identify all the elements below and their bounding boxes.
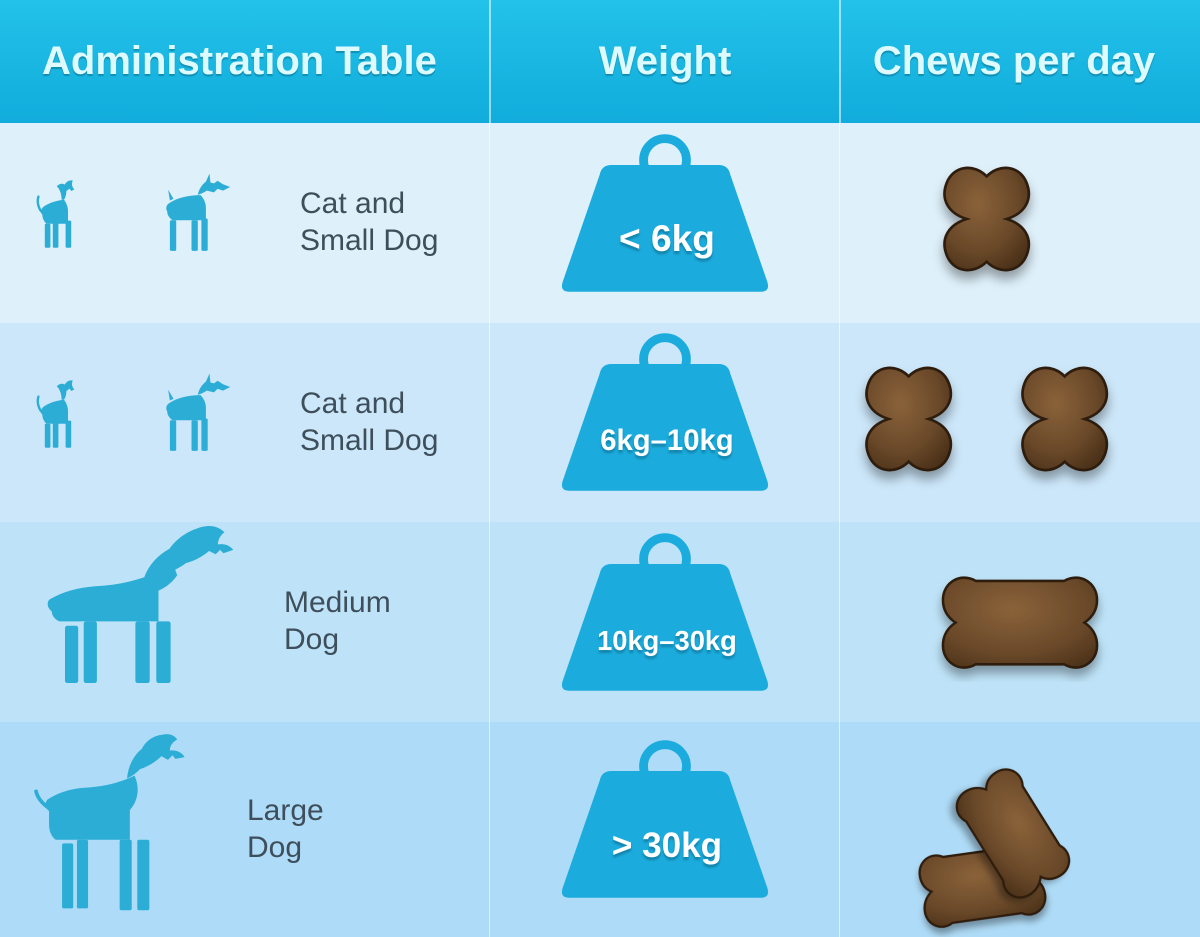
svg-text:< 6kg: < 6kg: [619, 216, 715, 258]
svg-text:6kg–10kg: 6kg–10kg: [600, 425, 733, 457]
svg-text:> 30kg: > 30kg: [612, 826, 722, 865]
svg-text:10kg–30kg: 10kg–30kg: [597, 624, 737, 655]
